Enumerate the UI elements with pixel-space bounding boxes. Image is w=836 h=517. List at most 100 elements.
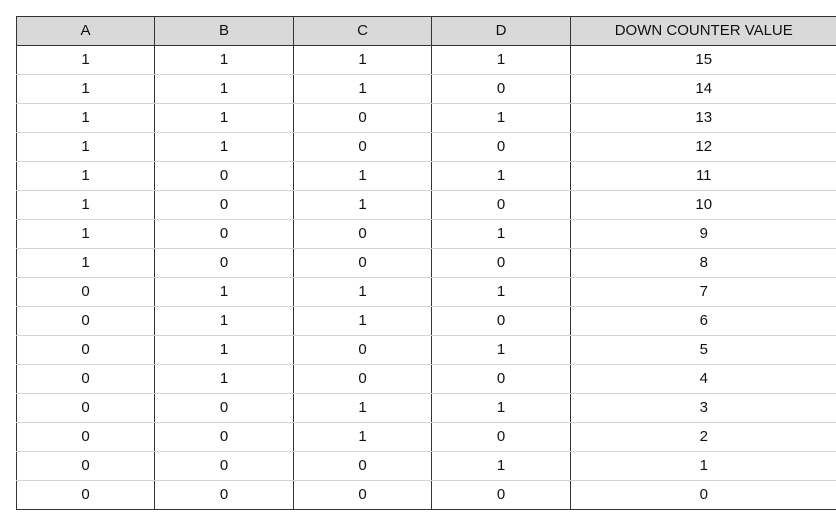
cell-d[interactable]: 0 bbox=[431, 190, 571, 220]
cell-c[interactable]: 0 bbox=[293, 132, 432, 162]
cell-a[interactable]: 1 bbox=[16, 45, 155, 75]
cell-b[interactable]: 1 bbox=[154, 132, 294, 162]
table-header: A B C D DOWN COUNTER VALUE bbox=[16, 16, 836, 46]
down-counter-truth-table: A B C D DOWN COUNTER VALUE 1 1 1 1 15 1 1 1 0 14 1… bbox=[16, 16, 836, 510]
cell-down-counter-value[interactable]: 7 bbox=[570, 277, 836, 307]
column-header-down-counter-value[interactable]: DOWN COUNTER VALUE bbox=[570, 16, 836, 46]
cell-c[interactable]: 1 bbox=[293, 422, 432, 452]
cell-c[interactable]: 1 bbox=[293, 45, 432, 75]
cell-a[interactable]: 0 bbox=[16, 480, 155, 510]
cell-down-counter-value[interactable]: 6 bbox=[570, 306, 836, 336]
table-row: 1 1 0 1 13 bbox=[16, 103, 836, 133]
cell-c[interactable]: 1 bbox=[293, 306, 432, 336]
table-body: 1 1 1 1 15 1 1 1 0 14 1 1 0 1 13 1 1 0 0 12 1 0 1 1 11 1 0 1 0 10 1 0 0 1… bbox=[16, 45, 836, 510]
cell-down-counter-value[interactable]: 13 bbox=[570, 103, 836, 133]
cell-down-counter-value[interactable]: 5 bbox=[570, 335, 836, 365]
cell-d[interactable]: 0 bbox=[431, 74, 571, 104]
column-header-a[interactable]: A bbox=[16, 16, 155, 46]
cell-d[interactable]: 1 bbox=[431, 219, 571, 249]
cell-c[interactable]: 0 bbox=[293, 364, 432, 394]
column-header-b[interactable]: B bbox=[154, 16, 294, 46]
cell-down-counter-value[interactable]: 8 bbox=[570, 248, 836, 278]
cell-c[interactable]: 0 bbox=[293, 451, 432, 481]
cell-down-counter-value[interactable]: 2 bbox=[570, 422, 836, 452]
cell-c[interactable]: 0 bbox=[293, 219, 432, 249]
cell-a[interactable]: 0 bbox=[16, 451, 155, 481]
cell-c[interactable]: 1 bbox=[293, 74, 432, 104]
cell-down-counter-value[interactable]: 14 bbox=[570, 74, 836, 104]
cell-b[interactable]: 0 bbox=[154, 219, 294, 249]
column-header-d[interactable]: D bbox=[431, 16, 571, 46]
cell-d[interactable]: 0 bbox=[431, 306, 571, 336]
cell-b[interactable]: 1 bbox=[154, 306, 294, 336]
cell-b[interactable]: 0 bbox=[154, 451, 294, 481]
cell-b[interactable]: 1 bbox=[154, 45, 294, 75]
table-row: 1 0 1 1 11 bbox=[16, 161, 836, 191]
cell-b[interactable]: 1 bbox=[154, 74, 294, 104]
cell-b[interactable]: 0 bbox=[154, 422, 294, 452]
cell-down-counter-value[interactable]: 9 bbox=[570, 219, 836, 249]
cell-c[interactable]: 1 bbox=[293, 190, 432, 220]
cell-a[interactable]: 1 bbox=[16, 190, 155, 220]
cell-a[interactable]: 0 bbox=[16, 306, 155, 336]
cell-b[interactable]: 0 bbox=[154, 190, 294, 220]
cell-d[interactable]: 1 bbox=[431, 393, 571, 423]
cell-b[interactable]: 1 bbox=[154, 277, 294, 307]
cell-d[interactable]: 0 bbox=[431, 480, 571, 510]
cell-d[interactable]: 0 bbox=[431, 248, 571, 278]
table-row: 1 1 1 0 14 bbox=[16, 74, 836, 104]
cell-down-counter-value[interactable]: 12 bbox=[570, 132, 836, 162]
cell-c[interactable]: 0 bbox=[293, 335, 432, 365]
cell-d[interactable]: 1 bbox=[431, 161, 571, 191]
cell-b[interactable]: 1 bbox=[154, 103, 294, 133]
cell-c[interactable]: 0 bbox=[293, 103, 432, 133]
cell-down-counter-value[interactable]: 15 bbox=[570, 45, 836, 75]
cell-d[interactable]: 1 bbox=[431, 277, 571, 307]
cell-d[interactable]: 1 bbox=[431, 451, 571, 481]
cell-down-counter-value[interactable]: 0 bbox=[570, 480, 836, 510]
cell-down-counter-value[interactable]: 11 bbox=[570, 161, 836, 191]
cell-a[interactable]: 1 bbox=[16, 248, 155, 278]
cell-b[interactable]: 0 bbox=[154, 161, 294, 191]
cell-c[interactable]: 1 bbox=[293, 161, 432, 191]
cell-a[interactable]: 0 bbox=[16, 422, 155, 452]
cell-c[interactable]: 0 bbox=[293, 248, 432, 278]
cell-a[interactable]: 0 bbox=[16, 364, 155, 394]
cell-d[interactable]: 0 bbox=[431, 422, 571, 452]
cell-d[interactable]: 0 bbox=[431, 132, 571, 162]
table-row: 1 1 1 1 15 bbox=[16, 45, 836, 75]
cell-d[interactable]: 1 bbox=[431, 45, 571, 75]
cell-d[interactable]: 0 bbox=[431, 364, 571, 394]
cell-c[interactable]: 1 bbox=[293, 393, 432, 423]
cell-a[interactable]: 1 bbox=[16, 132, 155, 162]
cell-a[interactable]: 0 bbox=[16, 277, 155, 307]
cell-b[interactable]: 1 bbox=[154, 335, 294, 365]
cell-c[interactable]: 0 bbox=[293, 480, 432, 510]
cell-b[interactable]: 1 bbox=[154, 364, 294, 394]
cell-b[interactable]: 0 bbox=[154, 248, 294, 278]
column-header-c[interactable]: C bbox=[293, 16, 432, 46]
cell-b[interactable]: 0 bbox=[154, 480, 294, 510]
cell-down-counter-value[interactable]: 3 bbox=[570, 393, 836, 423]
cell-a[interactable]: 0 bbox=[16, 393, 155, 423]
cell-a[interactable]: 1 bbox=[16, 219, 155, 249]
cell-down-counter-value[interactable]: 4 bbox=[570, 364, 836, 394]
cell-down-counter-value[interactable]: 10 bbox=[570, 190, 836, 220]
cell-a[interactable]: 1 bbox=[16, 74, 155, 104]
cell-c[interactable]: 1 bbox=[293, 277, 432, 307]
cell-d[interactable]: 1 bbox=[431, 335, 571, 365]
cell-a[interactable]: 0 bbox=[16, 335, 155, 365]
cell-b[interactable]: 0 bbox=[154, 393, 294, 423]
cell-a[interactable]: 1 bbox=[16, 161, 155, 191]
cell-d[interactable]: 1 bbox=[431, 103, 571, 133]
cell-a[interactable]: 1 bbox=[16, 103, 155, 133]
cell-down-counter-value[interactable]: 1 bbox=[570, 451, 836, 481]
